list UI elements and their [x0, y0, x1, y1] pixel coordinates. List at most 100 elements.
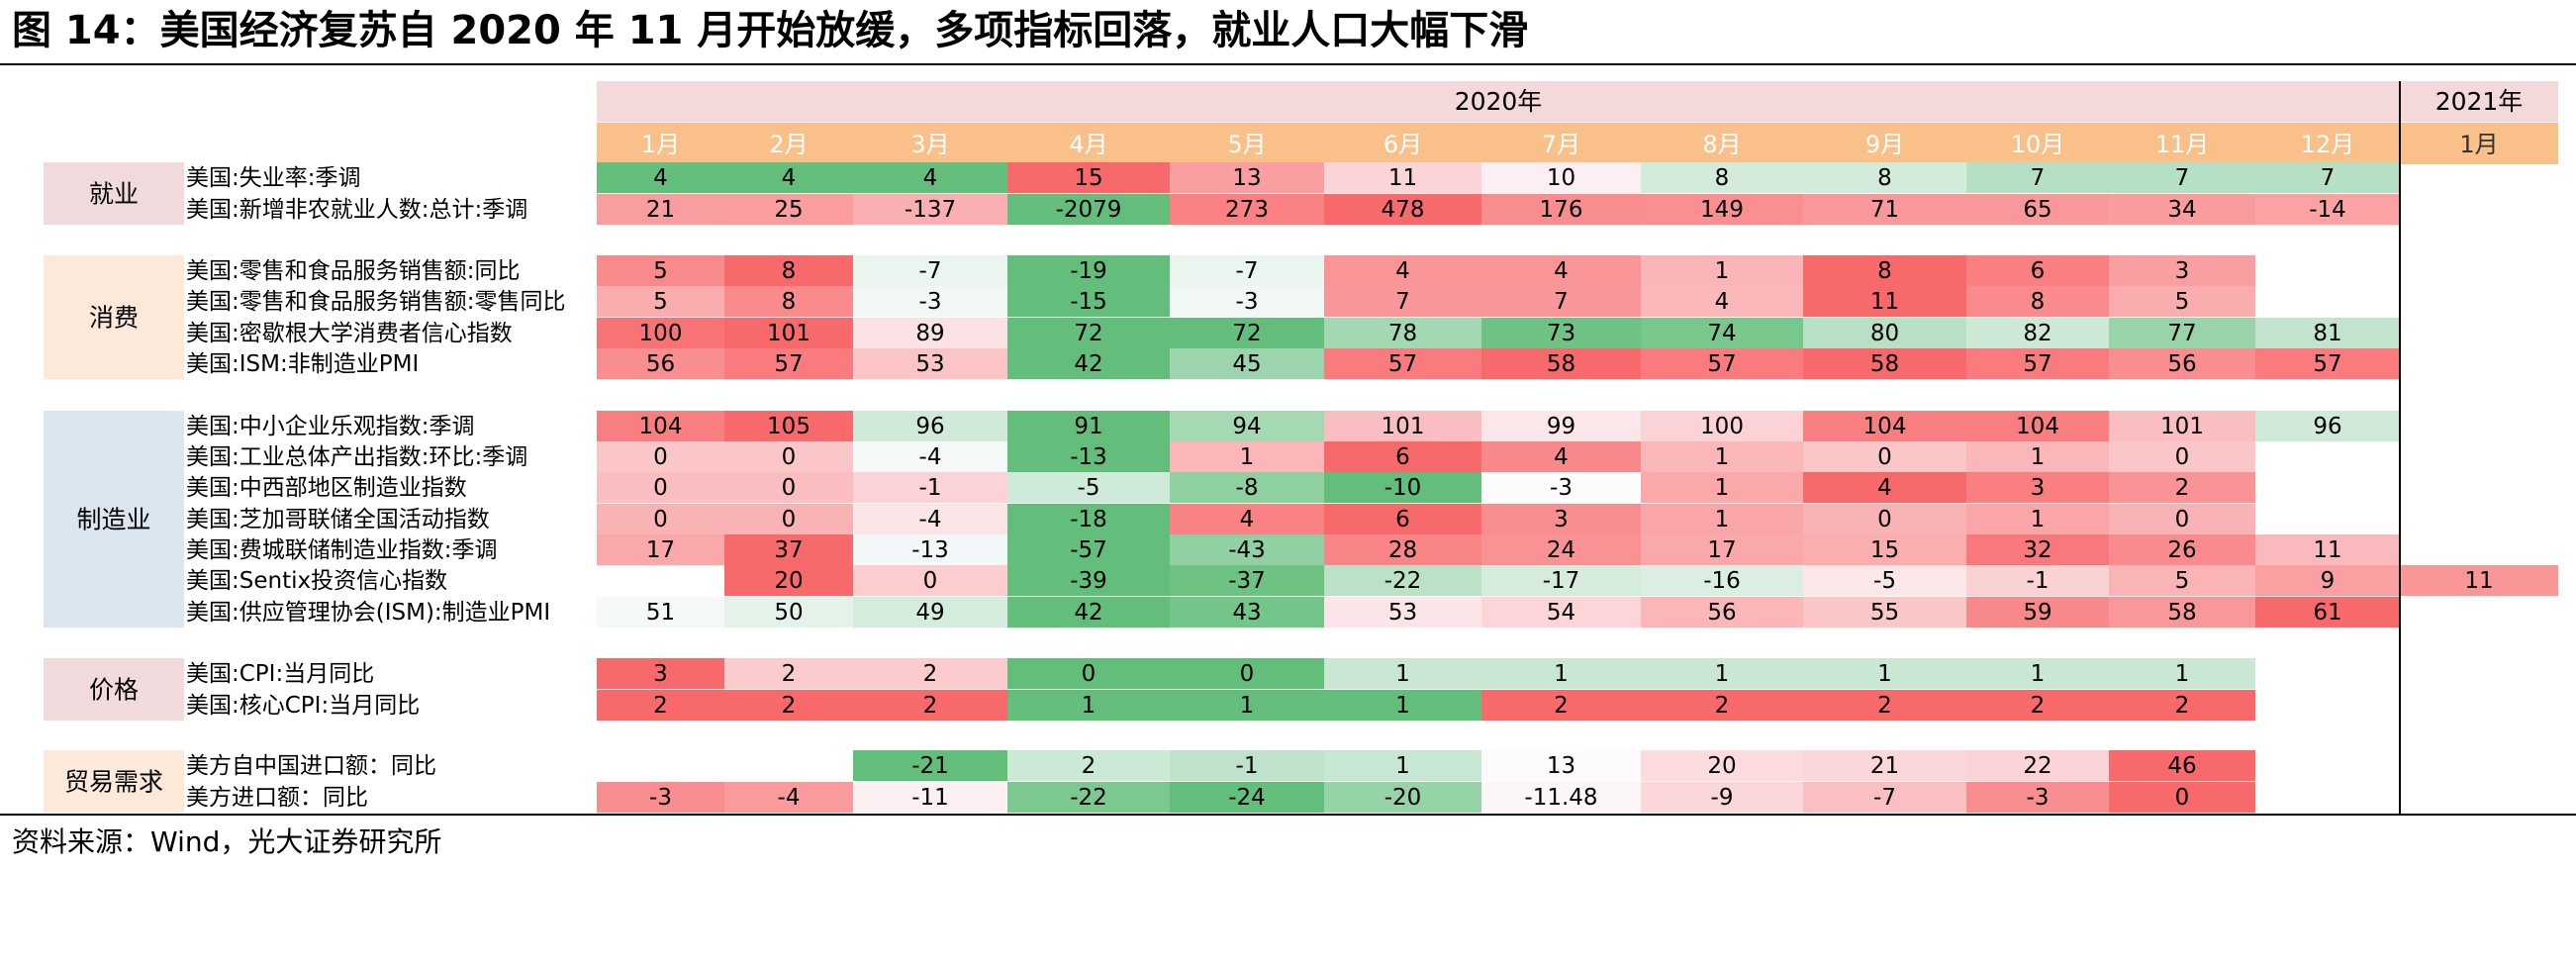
cell-value: 4 — [782, 165, 797, 191]
heatmap-cell — [1481, 534, 1641, 566]
cell-value: 0 — [782, 475, 797, 501]
heatmap-cell — [853, 441, 1007, 473]
heatmap-cell — [853, 286, 1007, 318]
cell-value: 57 — [774, 351, 803, 377]
heatmap-cell — [1007, 286, 1170, 318]
heatmap-cell — [1324, 286, 1481, 318]
heatmap-cell — [1803, 472, 1966, 504]
month-header-cell — [1966, 123, 2109, 164]
heatmap-cell — [2109, 411, 2255, 442]
heatmap-cell — [1481, 286, 1641, 318]
cell-value: 28 — [1388, 537, 1417, 563]
cell-value: 55 — [1870, 600, 1899, 626]
heatmap-cell — [1170, 690, 1324, 722]
cell-value: -3 — [649, 785, 672, 811]
heatmap-cell — [597, 534, 724, 566]
indicator-label: 美国:零售和食品服务销售额:零售同比 — [186, 289, 566, 315]
cell-value: 26 — [2167, 537, 2196, 563]
heatmap-cell — [2109, 318, 2255, 349]
heatmap-cell — [2109, 565, 2255, 597]
cell-value: 273 — [1225, 197, 1269, 223]
cell-value: 104 — [639, 414, 683, 439]
heatmap-cell — [1641, 472, 1803, 504]
cell-value: 101 — [767, 321, 811, 346]
group-label-box — [44, 162, 184, 226]
cell-value: 10 — [1547, 165, 1575, 191]
group-label: 消费 — [89, 304, 139, 333]
heatmap-cell — [1803, 750, 1966, 782]
cell-value: 51 — [646, 600, 675, 626]
cell-value: -3 — [919, 289, 942, 315]
heatmap-cell — [2109, 750, 2255, 782]
cell-value: 20 — [774, 568, 803, 594]
cell-value: 4 — [1554, 258, 1569, 284]
cell-value: 50 — [774, 600, 803, 626]
indicator-label: 美国:ISM:非制造业PMI — [186, 351, 419, 377]
month-header-label: 7月 — [1542, 131, 1580, 158]
month-header-label: 1月 — [2459, 131, 2498, 158]
cell-value: 57 — [2313, 351, 2341, 377]
heatmap-cell — [853, 411, 1007, 442]
heatmap-cell — [2109, 348, 2255, 380]
heatmap-cell — [1481, 348, 1641, 380]
cell-value: 8 — [1715, 165, 1730, 191]
heatmap-cell — [2109, 534, 2255, 566]
cell-value: -22 — [1384, 568, 1422, 594]
heatmap-cell — [1007, 318, 1170, 349]
heatmap-cell — [724, 472, 853, 504]
heatmap-cell — [1966, 782, 2109, 814]
cell-value: 3 — [1554, 507, 1569, 532]
heatmap-cell — [2255, 348, 2400, 380]
heatmap-cell — [853, 348, 1007, 380]
month-header-cell — [597, 123, 724, 164]
group-label-box — [44, 658, 184, 722]
heatmap-cell — [1007, 504, 1170, 535]
month-header-label: 4月 — [1069, 131, 1107, 158]
month-header-cell — [1803, 123, 1966, 164]
heatmap-cell — [1966, 504, 2109, 535]
cell-value: 4 — [1240, 507, 1255, 532]
cell-value: 49 — [915, 600, 944, 626]
cell-value: 7 — [1554, 289, 1569, 315]
cell-value: 5 — [653, 258, 668, 284]
cell-value: -1 — [919, 475, 942, 501]
cell-value: 1 — [1240, 444, 1255, 470]
cell-value: 3 — [2031, 475, 2046, 501]
cell-value: 82 — [2023, 321, 2051, 346]
heatmap-cell — [724, 504, 853, 535]
heatmap-cell — [1007, 565, 1170, 597]
cell-value: 58 — [2167, 600, 2196, 626]
heatmap-cell — [1641, 504, 1803, 535]
heatmap-cell — [1324, 162, 1481, 194]
heatmap-cell — [1324, 534, 1481, 566]
heatmap-cell — [1170, 658, 1324, 690]
heatmap-cell — [2109, 255, 2255, 287]
heatmap-cell — [2109, 441, 2255, 473]
heatmap-cell — [1324, 441, 1481, 473]
heatmap-cell — [1324, 411, 1481, 442]
heatmap-cell — [1966, 348, 2109, 380]
heatmap-cell — [1803, 348, 1966, 380]
month-header-cell — [1641, 123, 1803, 164]
cell-value: 8 — [2031, 289, 2046, 315]
heatmap-cell — [2255, 534, 2400, 566]
cell-value: 56 — [1707, 600, 1736, 626]
cell-value: 4 — [1715, 289, 1730, 315]
cell-value: 2 — [2031, 693, 2046, 719]
cell-value: 46 — [2167, 753, 2196, 779]
heatmap-cell — [1641, 782, 1803, 814]
cell-value: 20 — [1707, 753, 1736, 779]
cell-value: 77 — [2167, 321, 2196, 346]
group-label: 就业 — [89, 180, 139, 209]
cell-value: 0 — [782, 507, 797, 532]
month-header-cell — [1007, 123, 1170, 164]
heatmap-cell — [1641, 565, 1803, 597]
cell-value: 6 — [1395, 444, 1410, 470]
month-header-label: 9月 — [1865, 131, 1904, 158]
cell-value: 72 — [1232, 321, 1261, 346]
heatmap-cell — [853, 194, 1007, 226]
cell-value: -5 — [1078, 475, 1100, 501]
heatmap-cell — [1803, 690, 1966, 722]
month-header-label: 11月 — [2155, 131, 2210, 158]
